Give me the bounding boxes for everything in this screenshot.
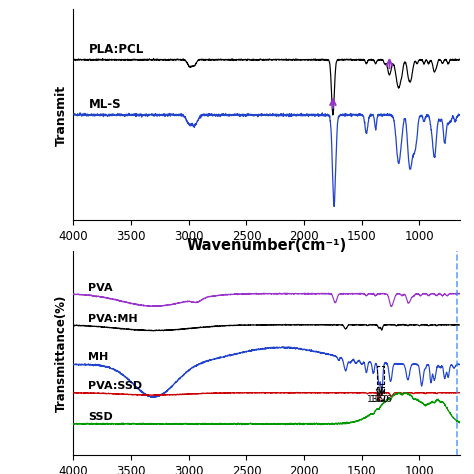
- Text: 1326: 1326: [370, 395, 393, 404]
- Text: Wavenumber(cm⁻¹): Wavenumber(cm⁻¹): [187, 238, 347, 253]
- Text: PVA:SSD: PVA:SSD: [89, 381, 143, 391]
- Text: PVA: PVA: [89, 283, 113, 293]
- Text: SSD: SSD: [89, 412, 113, 422]
- Text: ML-S: ML-S: [89, 98, 121, 111]
- Text: PLA:PCL: PLA:PCL: [89, 43, 144, 55]
- Text: 1350: 1350: [367, 395, 390, 404]
- Y-axis label: Transmittance(%): Transmittance(%): [55, 294, 68, 412]
- Text: MH: MH: [89, 352, 109, 362]
- Text: PVA:MH: PVA:MH: [89, 314, 138, 324]
- Y-axis label: Transmit: Transmit: [55, 84, 68, 146]
